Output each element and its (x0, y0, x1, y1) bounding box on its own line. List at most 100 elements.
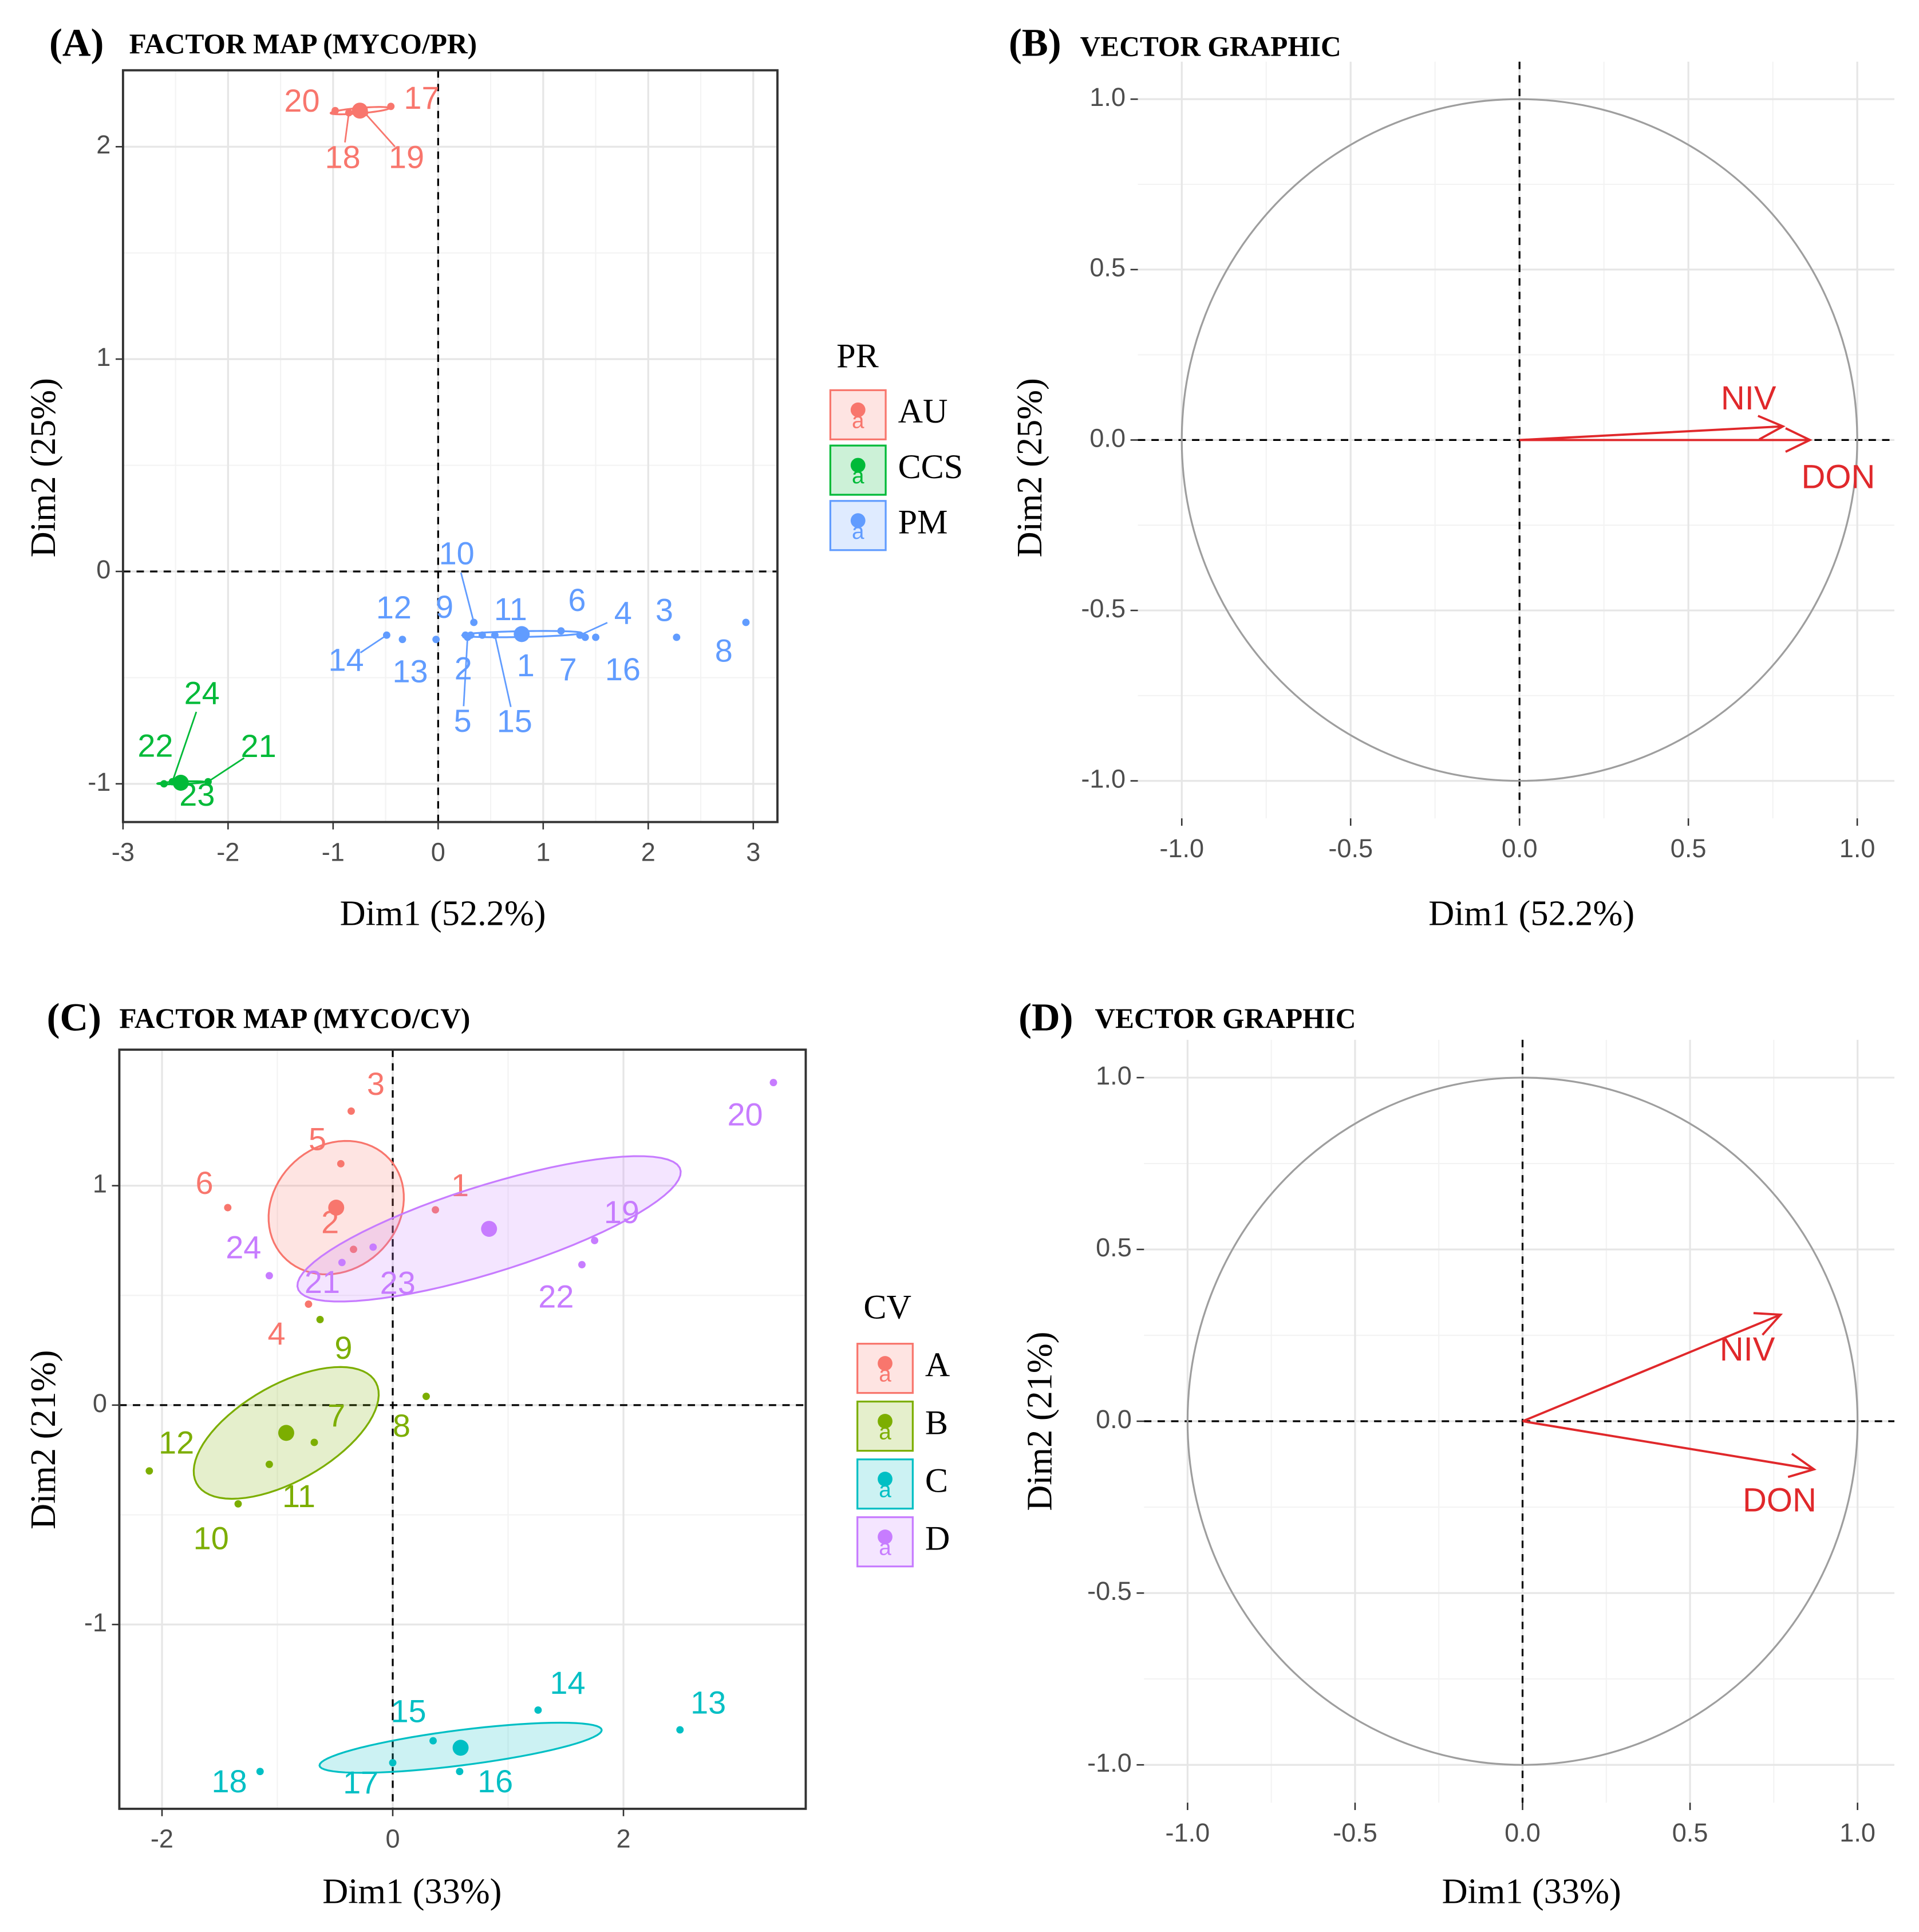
point (432, 1206, 440, 1214)
point-label: 4 (614, 595, 632, 631)
x-tick-label: -3 (112, 837, 135, 866)
x-tick-label: 1 (536, 837, 550, 866)
point-label: 16 (605, 651, 641, 687)
y-axis-label: Dim2 (21%) (1020, 1331, 1059, 1511)
point (591, 1237, 599, 1244)
point (305, 1300, 313, 1308)
point (673, 633, 681, 641)
point-label: 1 (517, 647, 535, 683)
x-tick-label: 0.0 (1502, 834, 1538, 863)
point (310, 1438, 318, 1446)
panel-label: (A) (49, 21, 104, 65)
point (265, 1460, 273, 1468)
point (338, 1259, 346, 1267)
point-label: 8 (715, 632, 733, 668)
point (389, 1758, 397, 1767)
point-label: 2 (455, 650, 472, 686)
arrow (1522, 1312, 1783, 1422)
point-label: 9 (334, 1330, 352, 1366)
point (422, 1393, 430, 1400)
y-tick-label: 1 (96, 342, 110, 372)
point-label: 7 (327, 1397, 345, 1433)
legend-key-point (850, 402, 866, 417)
x-tick-label: -2 (216, 837, 239, 866)
legend-key-point (878, 1529, 893, 1544)
point-label: 5 (454, 703, 472, 739)
point-label: 24 (184, 675, 220, 711)
x-tick-label: 0 (431, 837, 445, 866)
barycenter (481, 1221, 497, 1237)
point (592, 633, 600, 641)
label-leader (579, 622, 608, 636)
x-tick-label: 1.0 (1839, 834, 1875, 863)
x-axis-label: Dim1 (52.2%) (1428, 893, 1634, 933)
x-axis-label: Dim1 (33%) (322, 1872, 502, 1911)
point (742, 618, 750, 626)
label-leader (207, 757, 245, 783)
panel: (B) VECTOR GRAPHIC Dim1 (52.2%) Dim2 (25%) -… (1009, 21, 1895, 933)
point (256, 1768, 264, 1776)
y-axis-label: Dim2 (21%) (23, 1350, 63, 1529)
arrow-label: NIV (1720, 1331, 1775, 1368)
x-tick-label: -0.5 (1328, 834, 1373, 863)
point (456, 1768, 464, 1776)
y-tick-label: -1.0 (1081, 764, 1126, 794)
point-label: 15 (497, 703, 532, 739)
arrow (1522, 1420, 1817, 1478)
point (676, 1726, 684, 1734)
point-label: 9 (436, 589, 453, 625)
point (337, 1160, 345, 1168)
legend-label: B (925, 1403, 948, 1442)
legend-label: AU (898, 392, 948, 431)
legend-key-point (878, 1472, 893, 1487)
x-axis-label: Dim1 (33%) (1442, 1872, 1621, 1911)
y-tick-label: 0 (93, 1389, 107, 1418)
point-label: 14 (550, 1665, 585, 1701)
legend-title: PR (836, 337, 879, 375)
legend-title: CV (863, 1288, 911, 1326)
label-leader (344, 112, 350, 143)
legend-label: CCS (898, 448, 964, 486)
point-label: 7 (559, 651, 577, 687)
x-tick-label: -2 (151, 1824, 173, 1854)
unit-circle (1180, 98, 1858, 782)
label-leader (364, 112, 396, 148)
panel-border (121, 69, 779, 823)
y-tick-label: 0.5 (1089, 253, 1126, 282)
confidence-ellipse (329, 106, 390, 116)
y-tick-label: 2 (96, 130, 110, 159)
point-label: 4 (267, 1315, 285, 1351)
panel-title: FACTOR MAP (MYCO/PR) (129, 28, 477, 60)
point-label: 19 (389, 139, 424, 175)
y-tick-label: 1 (93, 1169, 107, 1198)
point (316, 1315, 324, 1323)
point-label: 23 (380, 1264, 416, 1300)
panel: (A) FACTOR MAP (MYCO/PR) Dim1 (52.2%) Dim2 … (23, 21, 963, 933)
point (557, 627, 565, 635)
legend-label: C (925, 1461, 948, 1500)
confidence-ellipse (156, 780, 206, 786)
point-label: 17 (343, 1764, 378, 1800)
y-tick-label: -1 (88, 767, 110, 797)
point-label: 11 (494, 591, 527, 627)
point-label: 6 (195, 1165, 213, 1201)
point-label: 20 (284, 82, 319, 119)
y-tick-label: 1.0 (1096, 1061, 1132, 1090)
x-tick-label: 0.5 (1672, 1818, 1708, 1847)
point-label: 8 (393, 1407, 410, 1444)
x-tick-label: -1 (322, 837, 345, 866)
point-label: 18 (325, 139, 361, 175)
point (432, 636, 440, 644)
point-label: 22 (538, 1279, 574, 1315)
barycenter (328, 1200, 345, 1216)
panel: (D) VECTOR GRAPHIC Dim1 (33%) Dim2 (21%) -1.… (1018, 995, 1895, 1911)
y-tick-label: 0 (96, 555, 110, 584)
label-leader (494, 634, 512, 707)
y-tick-label: -0.5 (1081, 594, 1126, 623)
barycenter (452, 1740, 469, 1756)
point-label: 1 (451, 1167, 469, 1203)
y-axis-label: Dim2 (25%) (23, 378, 63, 557)
y-tick-label: -1.0 (1087, 1748, 1132, 1777)
